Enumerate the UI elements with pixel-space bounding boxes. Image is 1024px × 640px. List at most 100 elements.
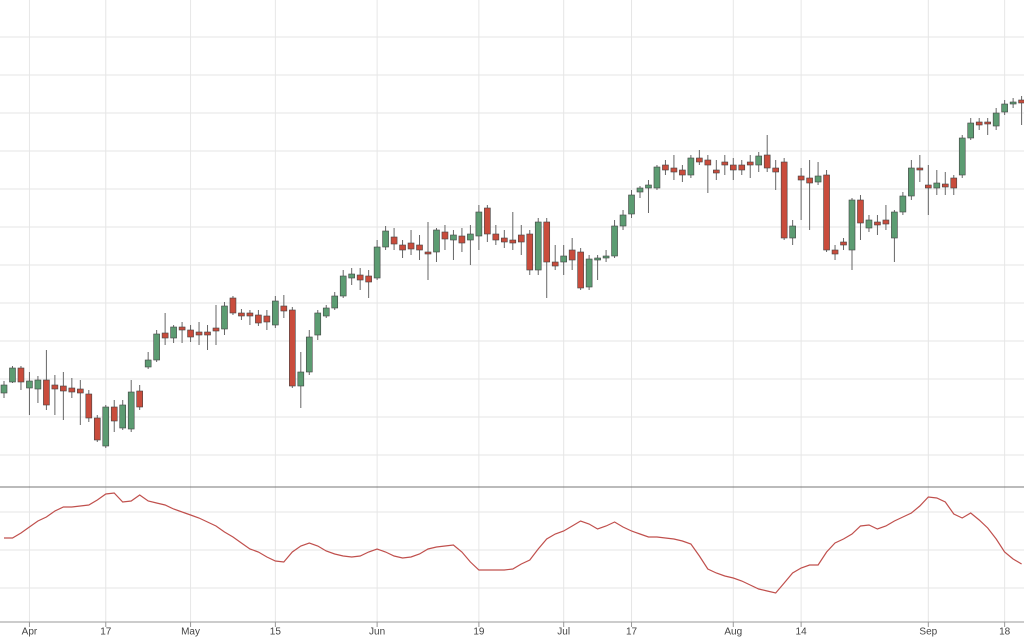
- candle-body: [322, 307, 330, 317]
- candle-body: [984, 121, 991, 125]
- candle-body: [170, 326, 177, 339]
- candle-body: [662, 164, 669, 171]
- x-tick-label: Jul: [557, 627, 570, 638]
- x-tick-label: Aug: [724, 627, 742, 638]
- candle-body: [840, 241, 847, 246]
- candle-body: [0, 384, 8, 394]
- candle-body: [780, 161, 788, 239]
- x-tick-label: Jun: [369, 627, 385, 638]
- candle-body: [543, 221, 551, 263]
- x-tick-label: 14: [796, 627, 808, 638]
- candle-body: [746, 161, 754, 166]
- candle-body: [925, 184, 932, 189]
- candle-body: [475, 211, 483, 237]
- candle-body: [212, 327, 220, 332]
- candle-body: [797, 175, 805, 181]
- candle-body: [305, 336, 313, 373]
- candle-body: [433, 229, 440, 253]
- candle-body: [967, 122, 975, 139]
- candle-body: [399, 244, 406, 251]
- candle-body: [458, 235, 466, 244]
- candle-body: [704, 159, 712, 166]
- candle-body: [950, 177, 958, 189]
- candle-body: [153, 333, 160, 361]
- candle-body: [594, 257, 601, 261]
- x-tick-label: Apr: [22, 627, 38, 638]
- candle-body: [831, 249, 839, 255]
- candle-body: [687, 157, 695, 176]
- candle-body: [93, 417, 101, 441]
- candle-body: [119, 404, 127, 429]
- candle-body: [110, 406, 118, 422]
- candle-body: [916, 167, 924, 171]
- marks: [0, 96, 1024, 594]
- candle-body: [1018, 99, 1024, 104]
- candle-body: [729, 164, 737, 171]
- candle-body: [85, 393, 93, 419]
- candle-body: [68, 387, 76, 393]
- candle-body: [908, 167, 915, 197]
- candle-body: [679, 169, 686, 176]
- candle-body: [882, 219, 890, 225]
- candle-body: [187, 329, 194, 338]
- x-tick-label: Sep: [919, 627, 937, 638]
- candle-body: [127, 391, 135, 430]
- candle-body: [390, 236, 398, 245]
- candle-body: [611, 225, 618, 257]
- candle-body: [9, 367, 16, 383]
- candle-body: [43, 379, 50, 406]
- candle-body: [246, 312, 254, 317]
- candle-body: [1009, 101, 1017, 105]
- candle-body: [492, 233, 500, 241]
- candle-body: [585, 258, 593, 288]
- x-tick-label: 18: [999, 627, 1011, 638]
- candle-body: [636, 187, 644, 193]
- candle-body: [670, 167, 678, 173]
- candle-body: [161, 332, 169, 339]
- candle-body: [416, 244, 423, 251]
- candle-body: [865, 219, 873, 229]
- candle-body: [975, 121, 983, 126]
- x-tick-label: 15: [270, 627, 282, 638]
- candle-body: [568, 249, 576, 261]
- x-axis: Apr 17 May 15 Jun 19 Jul 17 Aug 14 Sep 18: [22, 622, 1011, 638]
- candle-body: [102, 406, 110, 447]
- candle-body: [933, 182, 941, 189]
- candle-body: [763, 154, 771, 169]
- candle-body: [263, 315, 271, 323]
- candle-body: [848, 199, 856, 251]
- candle-body: [941, 183, 949, 188]
- candle-body: [339, 275, 347, 297]
- candle-body: [51, 384, 59, 390]
- candle-body: [789, 225, 796, 239]
- candle-body: [255, 314, 262, 324]
- candle-body: [517, 234, 525, 243]
- candle-body: [450, 234, 457, 241]
- candle-body: [17, 367, 25, 383]
- candle-body: [806, 177, 813, 184]
- candle-body: [899, 195, 907, 213]
- candle-body: [696, 157, 703, 163]
- candle-body: [713, 169, 720, 174]
- candle-body: [653, 166, 661, 189]
- candle-body: [526, 233, 534, 271]
- candle-body: [857, 199, 864, 224]
- indicator-line: [4, 492, 1022, 594]
- candle-body: [814, 175, 822, 183]
- candle-body: [229, 297, 237, 314]
- candle-body: [382, 230, 389, 248]
- candle-body: [755, 155, 763, 166]
- candle-body: [238, 312, 245, 317]
- candle-body: [738, 164, 746, 171]
- candle-body: [874, 221, 881, 226]
- candle-body: [280, 305, 288, 312]
- candle-body: [721, 161, 729, 166]
- candle-body: [26, 380, 33, 389]
- candle-body: [195, 331, 203, 336]
- candle-body: [441, 231, 449, 240]
- candle-body: [314, 312, 322, 336]
- candle-body: [365, 275, 372, 283]
- candle-body: [178, 326, 186, 331]
